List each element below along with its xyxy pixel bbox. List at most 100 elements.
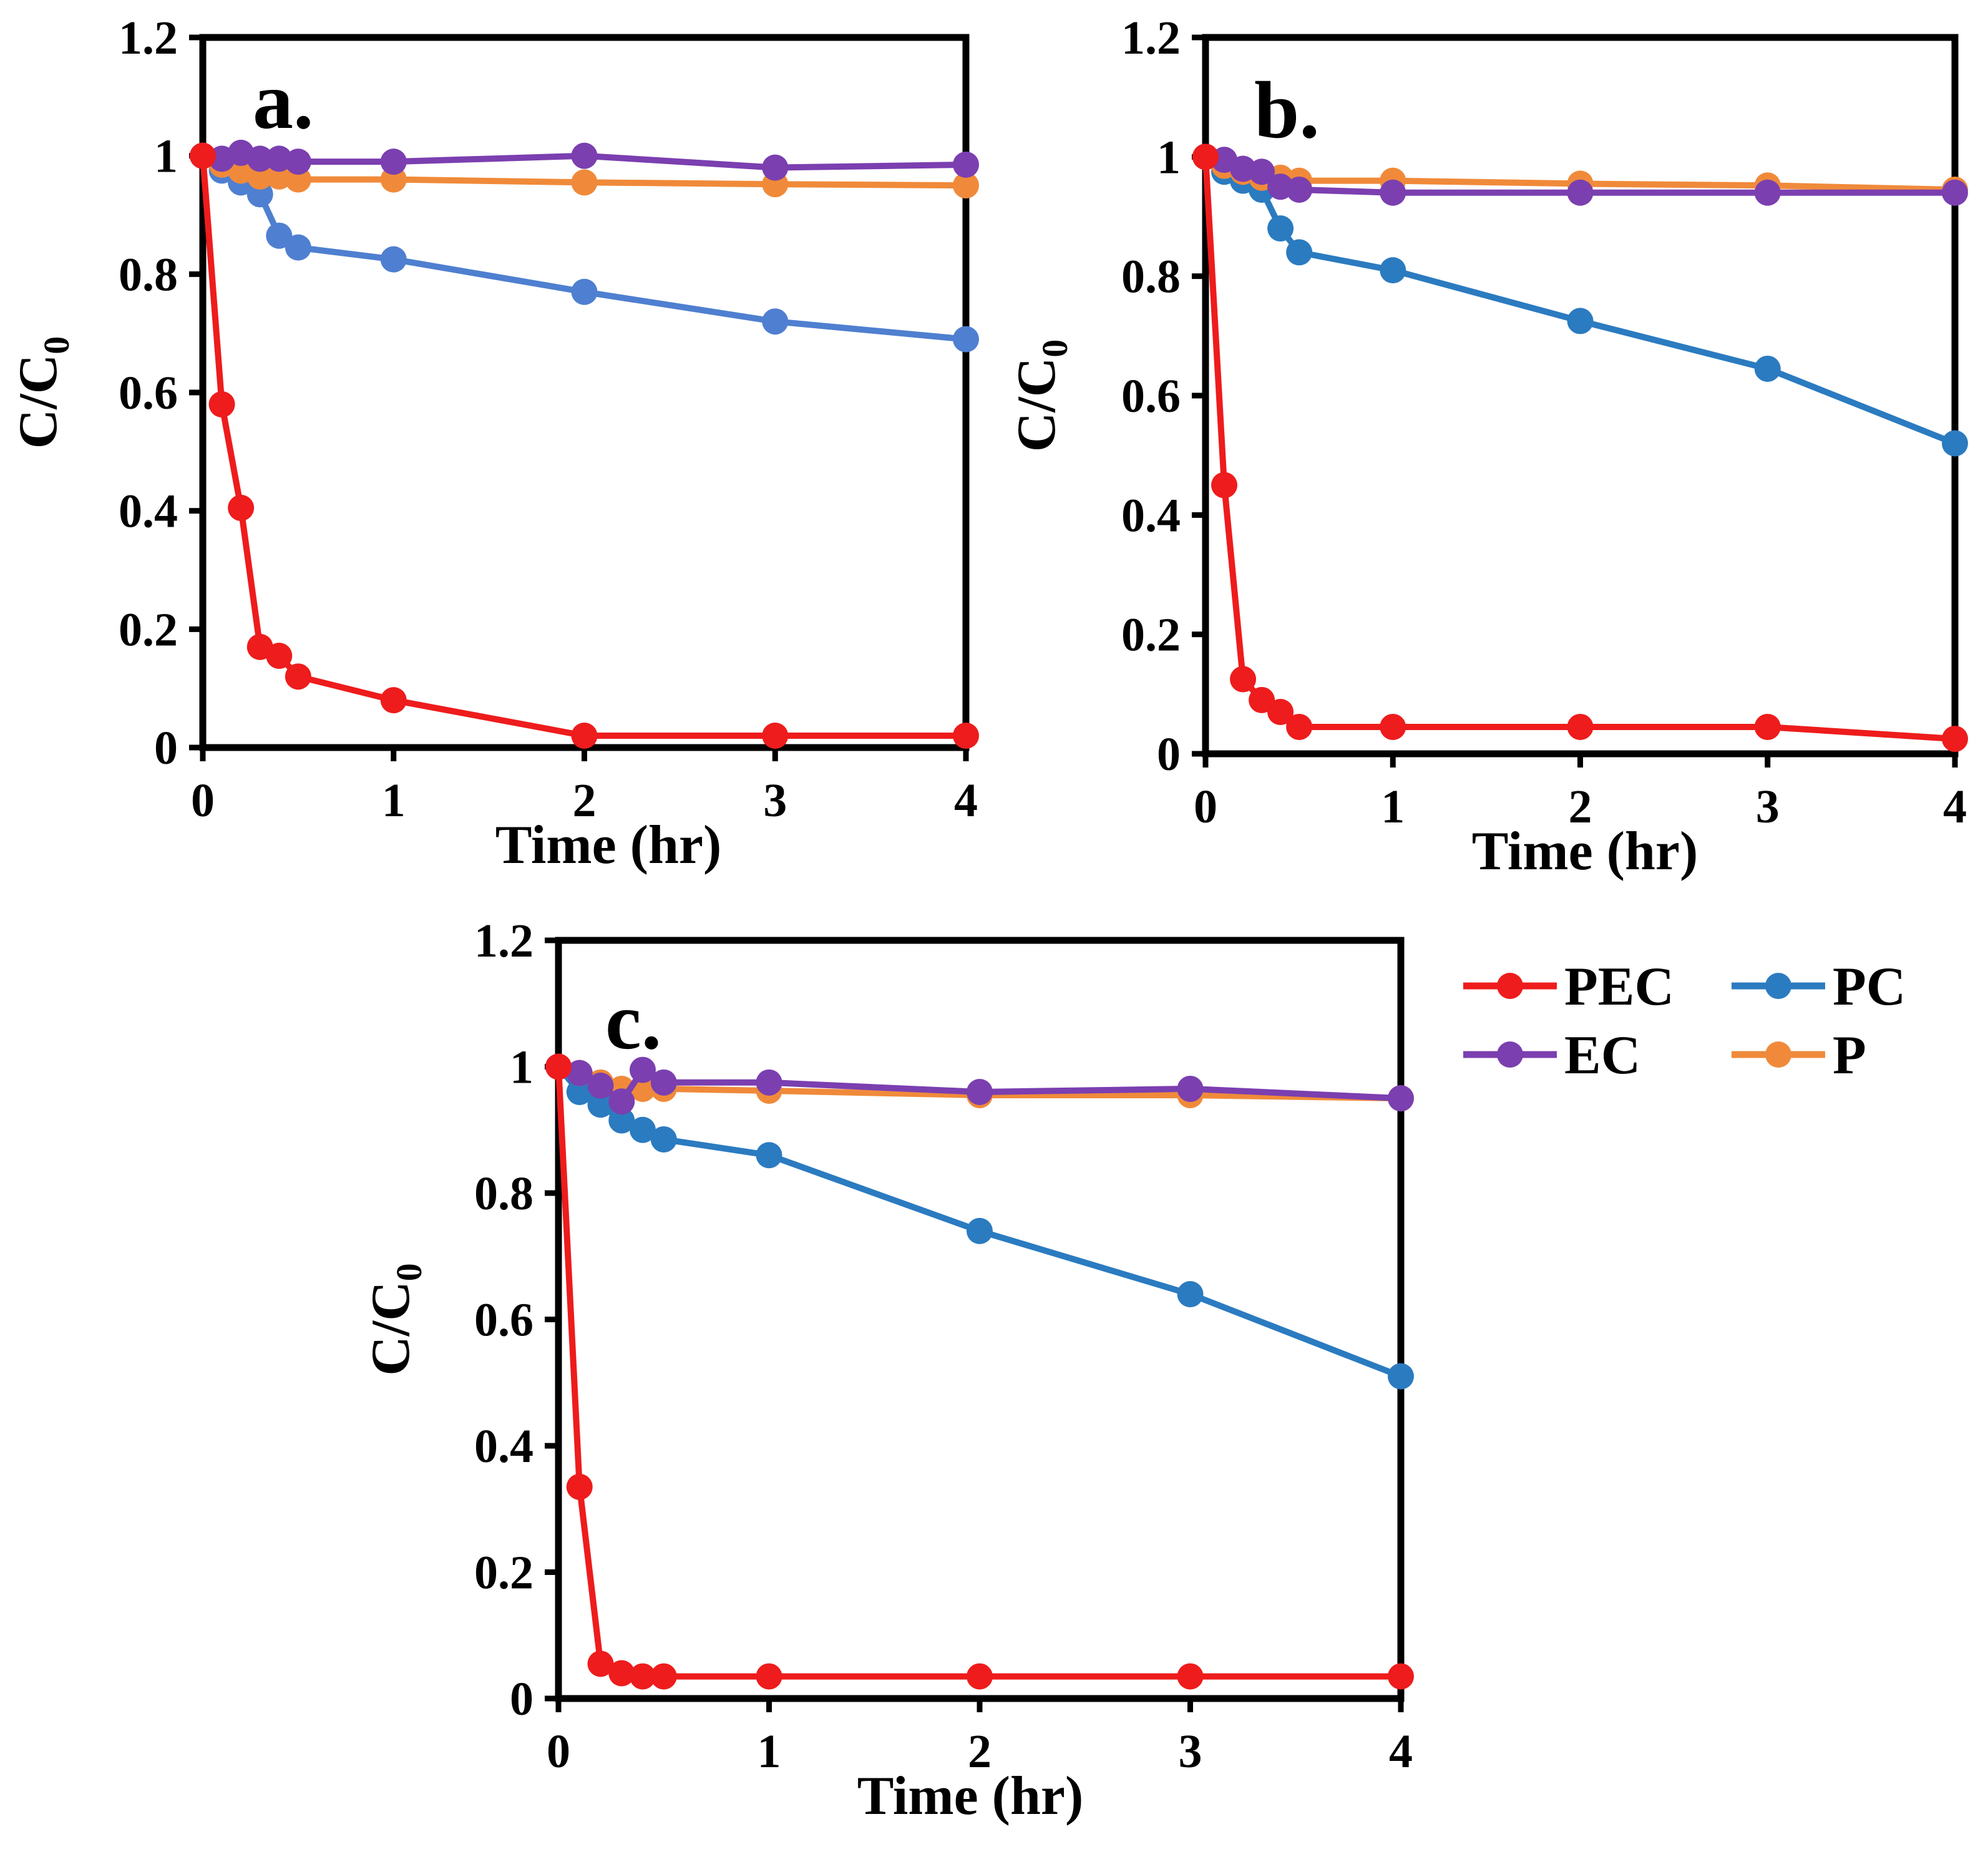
series-pec: [545, 1053, 1414, 1690]
y-tick-label: 0.4: [119, 485, 178, 538]
data-point: [587, 1072, 614, 1099]
series-line-pec: [200, 155, 966, 739]
x-tick-label: 2: [968, 1725, 992, 1778]
legend-label: EC: [1564, 1025, 1640, 1086]
data-point: [1380, 257, 1406, 284]
data-point: [571, 723, 598, 749]
y-tick-label: 0: [510, 1673, 534, 1725]
y-tick-label: 0: [1157, 728, 1181, 781]
data-point: [1942, 430, 1968, 457]
data-point: [762, 308, 789, 335]
data-point: [587, 1091, 614, 1118]
data-point: [953, 723, 979, 749]
data-point: [1388, 1663, 1414, 1690]
data-point: [1286, 713, 1313, 740]
x-tick-label: 0: [191, 774, 215, 827]
y-tick-label: 0.4: [1121, 489, 1181, 542]
y-tick-label: 1: [510, 1041, 534, 1094]
data-point: [285, 234, 311, 261]
data-point: [967, 1217, 993, 1244]
legend-item-p: P: [1732, 1025, 1866, 1086]
y-axis-title: C/C0: [8, 336, 77, 449]
y-tick-label: 0.8: [474, 1167, 534, 1220]
y-tick-label: 1: [1157, 131, 1181, 183]
data-point: [1211, 472, 1238, 499]
data-point: [380, 149, 407, 175]
data-point: [1567, 308, 1594, 334]
data-point: [571, 278, 598, 305]
legend-item-pec: PEC: [1463, 957, 1674, 1017]
data-point: [630, 1056, 656, 1083]
x-tick-label: 3: [763, 774, 787, 827]
data-point: [1754, 179, 1781, 206]
y-axis-title: C/C0: [361, 1263, 429, 1376]
x-tick-label: 2: [573, 774, 597, 827]
data-point: [1230, 666, 1257, 693]
legend-swatch-marker: [1765, 1041, 1791, 1068]
y-tick-label: 0.6: [1121, 370, 1181, 422]
x-axis-title: Time (hr): [857, 1766, 1084, 1826]
data-point: [285, 663, 311, 690]
data-point: [650, 1663, 677, 1690]
x-tick-label: 1: [382, 774, 406, 827]
y-tick-label: 1.2: [474, 915, 534, 967]
data-point: [953, 326, 979, 353]
data-point: [266, 643, 293, 670]
data-point: [1380, 179, 1406, 206]
legend: PEC PC EC P: [1463, 957, 1906, 1086]
x-tick-label: 4: [1943, 781, 1967, 833]
panel-label: c.: [605, 977, 661, 1066]
data-point: [762, 723, 789, 749]
data-point: [1286, 176, 1313, 203]
data-point: [630, 1116, 656, 1143]
data-point: [1249, 158, 1275, 185]
data-point: [1267, 699, 1294, 726]
data-point: [1942, 179, 1968, 206]
data-point: [953, 151, 979, 178]
data-point: [587, 1650, 614, 1677]
y-tick-label: 0.8: [119, 248, 178, 301]
data-point: [266, 222, 293, 249]
data-point: [1380, 713, 1406, 740]
y-tick-label: 1.2: [1121, 12, 1181, 64]
data-point: [1286, 239, 1313, 266]
data-point: [1192, 144, 1219, 170]
x-axis-title: Time (hr): [1472, 821, 1698, 882]
data-point: [1177, 1663, 1204, 1690]
x-tick-label: 4: [1389, 1725, 1413, 1778]
data-point: [756, 1142, 782, 1169]
data-point: [1177, 1281, 1204, 1307]
x-tick-label: 1: [1381, 781, 1405, 833]
data-point: [380, 246, 407, 273]
data-point: [566, 1473, 593, 1500]
data-point: [1267, 215, 1294, 242]
data-point: [1942, 726, 1968, 753]
data-point: [1388, 1085, 1414, 1112]
y-tick-label: 0.4: [474, 1420, 534, 1473]
x-tick-label: 3: [1756, 781, 1780, 833]
data-point: [1177, 1075, 1204, 1102]
data-point: [571, 142, 598, 169]
legend-swatch-marker: [1765, 973, 1791, 999]
series-pec: [190, 142, 979, 749]
legend-label: PC: [1833, 957, 1906, 1017]
x-tick-label: 3: [1179, 1725, 1202, 1778]
series-pc: [545, 1053, 1414, 1390]
data-point: [762, 154, 789, 181]
data-point: [1754, 713, 1781, 740]
data-point: [566, 1060, 593, 1086]
data-point: [208, 391, 235, 417]
panel-label: b.: [1254, 66, 1320, 155]
panel-label: a.: [253, 56, 314, 146]
data-point: [1754, 355, 1781, 382]
data-point: [545, 1053, 572, 1080]
x-tick-label: 0: [547, 1725, 570, 1778]
y-tick-label: 0: [154, 722, 178, 774]
data-point: [756, 1069, 782, 1096]
x-tick-label: 2: [1569, 781, 1592, 833]
data-point: [1567, 179, 1594, 206]
data-point: [608, 1088, 635, 1115]
y-tick-label: 1: [154, 130, 178, 183]
data-point: [285, 149, 311, 175]
